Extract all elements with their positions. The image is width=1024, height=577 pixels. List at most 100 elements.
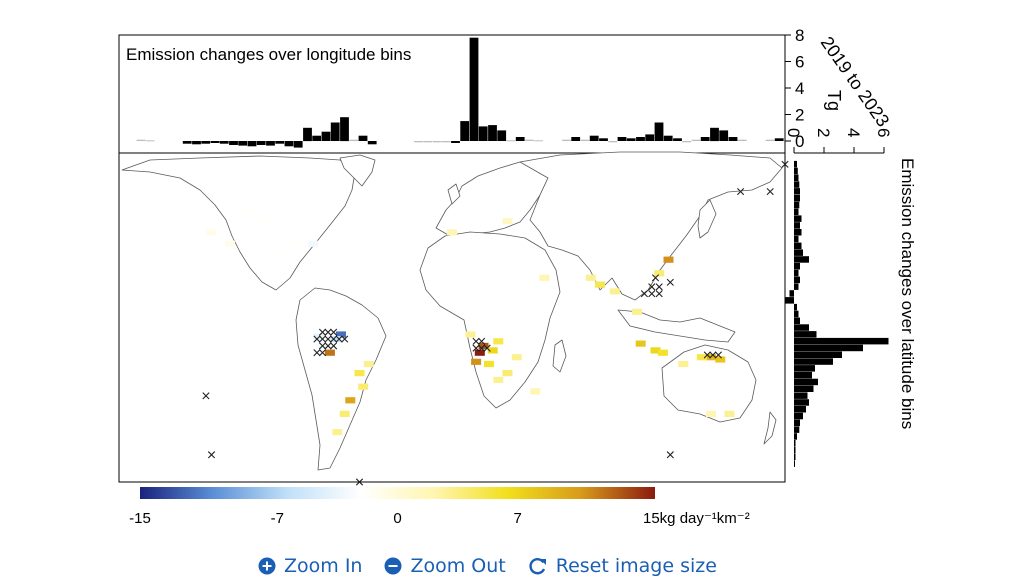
emission-cell [243,206,254,213]
latitude-bar [794,419,800,427]
longitude-bar [210,141,220,143]
longitude-bar [589,135,599,141]
longitude-bar [284,141,294,147]
land-north-america [121,155,356,291]
emission-cell [502,370,513,377]
latitude-value-tick-label: 2 [814,128,833,137]
latitude-bar [794,406,806,413]
emission-cell [339,410,350,417]
zoom-out-button[interactable]: Zoom Out [384,555,506,577]
emission-cell [336,331,346,338]
latitude-panel-title: Emission changes over latitude bins [898,158,917,429]
latitude-bar [794,229,802,236]
latitude-bar [794,324,809,331]
emission-cell [595,281,605,288]
latitude-bar [794,283,799,290]
latitude-bar [794,351,842,358]
longitude-bar [710,127,719,142]
latitude-bar [794,249,803,256]
latitude-bar [794,399,809,406]
latitude-bar [794,317,800,324]
land-madagascar [552,339,567,373]
latitude-bar [794,242,802,250]
longitude-bar [136,139,146,141]
latitude-bar [794,215,802,222]
significance-marker [324,342,332,350]
significance-marker [330,328,338,336]
latitude-bar [794,208,799,216]
emission-cells [206,206,735,436]
land-africa [419,231,561,409]
longitude-bar [460,121,470,141]
latitude-bar [794,174,799,181]
map-landmasses [121,151,783,471]
significance-marker [313,335,321,343]
significance-marker [709,351,717,359]
longitude-bar [765,139,775,141]
emission-cell [289,240,300,247]
longitude-value-tick-label: 6 [795,53,804,72]
longitude-bar [192,141,201,145]
latitude-bar [794,358,833,365]
latitude-bar [794,365,815,372]
latitude-bar [794,263,800,270]
longitude-bar [478,126,488,141]
significance-marker [318,342,327,350]
longitude-bar [367,141,377,145]
colorbar-tick-label: 0 [393,510,401,527]
zoom-out-label: Zoom Out [410,555,506,577]
image-toolbar: Zoom In Zoom Out Reset image size [258,555,717,577]
longitude-value-tick-label: 8 [795,26,804,45]
longitude-bar [441,141,451,143]
latitude-bar [789,290,794,297]
latitude-bar [794,188,800,195]
colorbar-tick-label: 15kg day⁻¹km⁻² [643,510,750,527]
latitude-bar [794,426,800,433]
latitude-bar [794,195,800,202]
significance-marker [478,344,486,352]
zoom-in-label: Zoom In [284,555,363,577]
emission-cell [332,429,343,436]
unit-label: Tg [824,90,844,111]
significance-marker [766,187,774,196]
colorbar-tick-label: -15 [129,510,151,527]
latitude-bar [794,303,797,311]
significance-marker [703,351,711,359]
significance-marker [472,344,480,352]
emission-cell [271,252,282,259]
emission-cell [225,240,235,247]
emission-cell [484,360,494,368]
emission-cell [363,360,374,368]
zoom-in-icon [258,557,276,575]
zoom-in-button[interactable]: Zoom In [258,555,362,577]
latitude-bar [794,337,889,345]
emission-cell [706,410,716,417]
longitude-bar [728,137,738,141]
emission-cell [663,256,674,263]
emission-cell [493,338,504,345]
significance-marker [472,337,480,345]
longitude-value-tick-label: 2 [795,106,804,125]
latitude-bar [794,385,814,392]
significance-marker [666,451,674,459]
emission-cell [724,410,735,417]
significance-marker [655,283,663,291]
longitude-bar [737,139,747,141]
longitude-bar [571,137,581,141]
latitude-bar [794,344,863,352]
significance-marker [648,290,656,298]
latitude-bar [794,460,795,467]
emission-cell [262,218,272,225]
longitude-bar [358,135,368,141]
colorbar-ticks: -15 -7 0 7 15kg day⁻¹km⁻² [129,510,750,527]
longitude-bar [515,137,525,141]
longitude-bar [312,135,322,141]
significance-marker [318,349,327,357]
reset-image-size-button[interactable]: Reset image size [528,555,717,577]
significance-marker [341,335,349,343]
latitude-bar [794,256,809,263]
longitude-bar [229,141,238,145]
latitude-bar [794,378,818,386]
longitude-bar [525,139,534,141]
